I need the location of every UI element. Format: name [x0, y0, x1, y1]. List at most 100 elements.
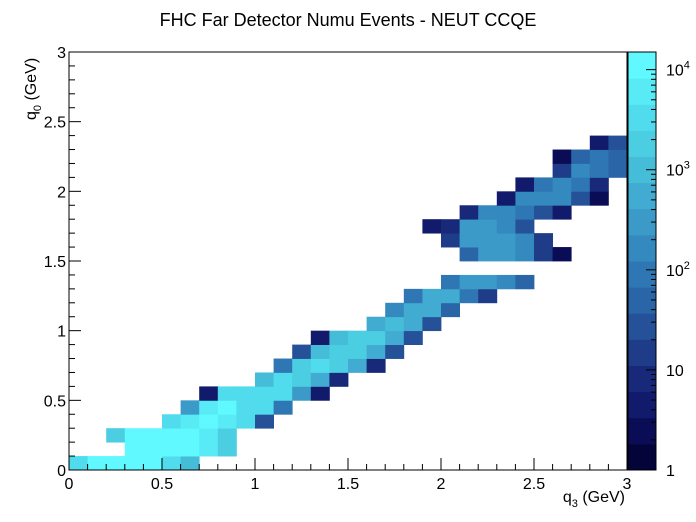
heatmap-cell: [69, 456, 88, 471]
heatmap-cell: [366, 316, 386, 332]
heatmap-cell: [515, 219, 535, 234]
heatmap-cell: [217, 428, 237, 443]
heatmap-cells: [69, 135, 628, 471]
heatmap-cell: [124, 456, 144, 471]
colorbar-segment: [628, 182, 656, 210]
heatmap-cell: [143, 428, 163, 443]
colorbar-tick-label: 10: [666, 363, 684, 380]
y-tick-label: 0.5: [44, 393, 66, 410]
heatmap-cell: [571, 149, 591, 164]
colorbar-segment: [628, 391, 656, 419]
heatmap-cell: [589, 191, 609, 206]
x-tick-label: 2.5: [523, 476, 545, 493]
heatmap-cell: [273, 400, 293, 415]
heatmap-cell: [571, 163, 591, 178]
x-axis-label-symbol: q: [563, 489, 572, 506]
heatmap-cell: [552, 149, 572, 164]
heatmap-cell: [589, 149, 609, 164]
heatmap-cell: [441, 274, 460, 290]
colorbar-segment: [628, 339, 656, 366]
heatmap-cell: [478, 247, 498, 262]
heatmap-cell: [571, 191, 591, 206]
heatmap-cell: [478, 205, 498, 220]
heatmap-cell: [162, 456, 181, 471]
heatmap-cell: [589, 177, 609, 192]
chart-title-group: FHC Far Detector Numu Events - NEUT CCQE: [160, 10, 537, 30]
heatmap-cell: [236, 386, 256, 401]
heatmap-cell: [515, 205, 535, 220]
heatmap-cell: [366, 358, 386, 373]
heatmap-cell: [217, 442, 237, 457]
heatmap-cell: [143, 456, 163, 471]
heatmap-cell: [441, 288, 460, 304]
chart-title: FHC Far Detector Numu Events - NEUT CCQE: [160, 10, 537, 30]
heatmap-cell: [217, 400, 237, 415]
colorbar-segment: [628, 234, 656, 262]
heatmap-cell: [255, 414, 274, 429]
heatmap-cell: [589, 163, 609, 178]
heatmap-cell: [385, 330, 405, 345]
heatmap-cell: [292, 372, 312, 387]
x-axis: 0 0.5 1 1.5 2 2.5 3: [65, 458, 632, 493]
colorbar-tick-label: 102: [666, 260, 690, 280]
heatmap-cell: [385, 316, 405, 332]
heatmap-cell: [366, 330, 386, 345]
y-axis-label-unit: (GeV): [23, 58, 40, 105]
x-tick-label: 0: [65, 476, 74, 493]
heatmap-cell: [273, 358, 293, 373]
heatmap-cell: [552, 191, 572, 206]
heatmap-cell: [255, 400, 274, 415]
heatmap-cell: [534, 205, 553, 220]
heatmap-cell: [422, 219, 442, 234]
y-tick-label: 3: [57, 45, 66, 62]
heatmap-cell: [496, 274, 516, 290]
y-tick-label: 2: [57, 184, 66, 201]
heatmap-cell: [310, 372, 330, 387]
heatmap-cell: [515, 274, 535, 290]
heatmap-cell: [236, 414, 256, 429]
heatmap-cell: [403, 316, 423, 332]
heatmap-cell: [441, 302, 460, 318]
colorbar-tick-label: 104: [666, 60, 690, 80]
heatmap-cell: [422, 316, 442, 332]
heatmap-cell: [534, 191, 553, 206]
heatmap-cell: [180, 414, 200, 429]
x-tick-label: 1: [251, 476, 260, 493]
heatmap-cell: [496, 247, 516, 262]
colorbar-border: [627, 51, 657, 471]
heatmap-cell: [143, 442, 163, 457]
x-tick-label: 2: [437, 476, 446, 493]
heatmap-cell: [199, 400, 219, 415]
heatmap-cell: [255, 372, 274, 387]
colorbar-segment: [628, 130, 656, 157]
heatmap-cell: [310, 344, 330, 359]
heatmap-cell: [403, 330, 423, 345]
y-tick-label: 0: [57, 463, 66, 480]
heatmap-cell: [403, 288, 423, 304]
heatmap-cell: [515, 191, 535, 206]
heatmap-cell: [385, 344, 405, 359]
heatmap-cell: [217, 414, 237, 429]
heatmap-cell: [180, 428, 200, 443]
x-axis-label-unit: (GeV): [578, 489, 625, 506]
heatmap-cell: [292, 358, 312, 373]
heatmap-cell: [310, 386, 330, 401]
heatmap-cell: [478, 274, 498, 290]
heatmap-cell: [534, 177, 553, 192]
heatmap-cell: [459, 274, 479, 290]
heatmap-cell: [124, 428, 144, 443]
colorbar-tick-label: 1: [666, 463, 675, 480]
x-axis-label-subscript: 3: [572, 498, 578, 510]
heatmap-cell: [515, 233, 535, 248]
heatmap-cell: [441, 219, 460, 234]
x-axis-label: q3 (GeV): [563, 489, 625, 510]
heatmap-cell: [534, 233, 553, 248]
heatmap-cell: [459, 205, 479, 220]
heatmap-cell: [608, 163, 628, 178]
x-tick-label: 3: [623, 476, 632, 493]
heatmap-cell: [255, 386, 274, 401]
heatmap-cell: [571, 177, 591, 192]
heatmap-cell: [310, 358, 330, 373]
heatmap-cell: [459, 233, 479, 248]
